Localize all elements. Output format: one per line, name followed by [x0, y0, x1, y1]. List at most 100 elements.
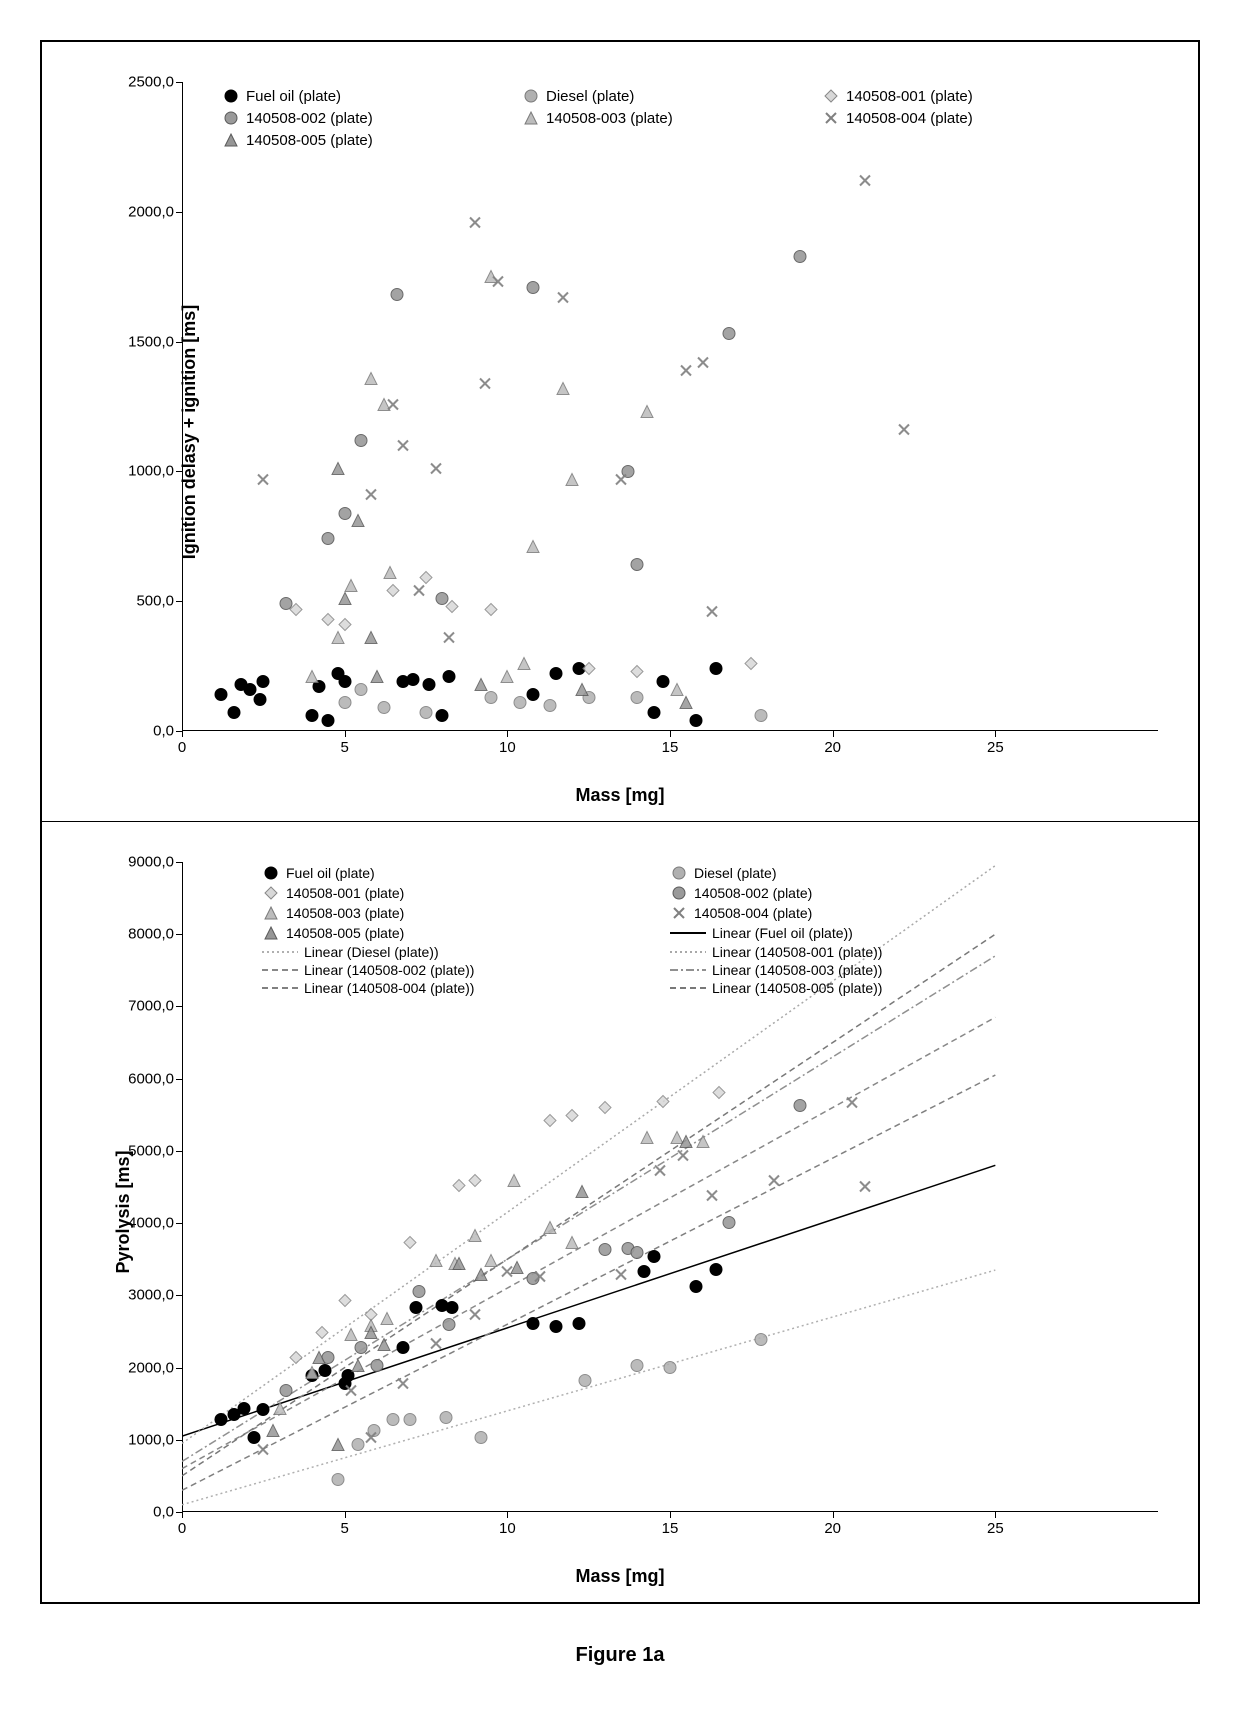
data-point [256, 1443, 270, 1462]
data-point [370, 1358, 384, 1377]
y-tick-label: 8000,0 [128, 926, 174, 943]
y-tick-label: 4000,0 [128, 1215, 174, 1232]
data-point [354, 683, 368, 702]
y-tick-label: 9000,0 [128, 854, 174, 871]
legend-line-icon [262, 980, 298, 996]
data-point [305, 670, 319, 689]
axis-left-a [182, 82, 183, 731]
y-tick-label: 500,0 [136, 593, 174, 610]
data-point [256, 1403, 270, 1422]
data-point [500, 1264, 514, 1283]
data-point [549, 1319, 563, 1338]
data-point [582, 662, 596, 681]
data-point [315, 1326, 329, 1345]
data-point [409, 1300, 423, 1319]
data-point [396, 675, 410, 694]
x-tick-label: 25 [987, 739, 1004, 756]
legend-marker-icon [262, 924, 280, 942]
y-tick-label: 2000,0 [128, 1359, 174, 1376]
data-point [556, 381, 570, 400]
legend-item-line: Linear (140508-003 (plate)) [670, 962, 1070, 978]
x-tick-label: 10 [499, 739, 516, 756]
y-tick-label: 7000,0 [128, 998, 174, 1015]
data-point [383, 566, 397, 585]
data-point [630, 1358, 644, 1377]
legend-marker-icon [222, 87, 240, 105]
data-point [419, 571, 433, 590]
data-point [556, 291, 570, 310]
data-point [630, 690, 644, 709]
data-point [705, 1188, 719, 1207]
y-tick-label: 6000,0 [128, 1070, 174, 1087]
legend-line-label: Linear (Diesel (plate)) [304, 944, 439, 960]
data-point [474, 1268, 488, 1287]
data-point [386, 1412, 400, 1431]
legend-item-line: Linear (140508-004 (plate)) [262, 980, 662, 996]
data-point [709, 662, 723, 681]
y-tick-label: 2000,0 [128, 203, 174, 220]
x-tick-label: 20 [824, 1520, 841, 1537]
trendline [182, 1165, 995, 1436]
data-point [377, 701, 391, 720]
data-point [412, 584, 426, 603]
data-point [670, 1131, 684, 1150]
legend-label: Diesel (plate) [694, 865, 776, 881]
data-point [468, 215, 482, 234]
trendline [182, 956, 995, 1462]
legend-label: 140508-002 (plate) [694, 885, 812, 901]
legend-label: Diesel (plate) [546, 88, 634, 105]
data-point [396, 439, 410, 458]
legend-label: 140508-001 (plate) [846, 88, 973, 105]
data-point [364, 1430, 378, 1449]
data-point [526, 1271, 540, 1290]
data-point [705, 605, 719, 624]
data-point [565, 1109, 579, 1128]
trendline [182, 1075, 995, 1490]
data-point [344, 1383, 358, 1402]
y-tick-label: 1000,0 [128, 1431, 174, 1448]
data-point [533, 1270, 547, 1289]
legend-label: 140508-004 (plate) [694, 905, 812, 921]
data-point [403, 1235, 417, 1254]
legend-item: 140508-003 (plate) [262, 904, 662, 922]
data-point [364, 1326, 378, 1345]
data-point [793, 249, 807, 268]
data-point [429, 462, 443, 481]
data-point [367, 1423, 381, 1442]
data-point [679, 1134, 693, 1153]
x-tick-label: 0 [178, 1520, 186, 1537]
trendline [182, 934, 995, 1476]
data-point [614, 1268, 628, 1287]
data-point [273, 1401, 287, 1420]
data-point [526, 540, 540, 559]
data-point [338, 506, 352, 525]
legend-item: 140508-002 (plate) [222, 109, 502, 127]
data-point [396, 1340, 410, 1359]
data-point [670, 683, 684, 702]
data-point [227, 1407, 241, 1426]
data-point [468, 1228, 482, 1247]
data-point [386, 584, 400, 603]
data-point [351, 1438, 365, 1457]
data-point [526, 1316, 540, 1335]
data-point [630, 1245, 644, 1264]
data-point [793, 1098, 807, 1117]
legend-label: Fuel oil (plate) [286, 865, 375, 881]
data-point [396, 1376, 410, 1395]
data-point [676, 1149, 690, 1168]
x-tick-label: 25 [987, 1520, 1004, 1537]
data-point [897, 423, 911, 442]
data-point [484, 1253, 498, 1272]
data-point [712, 1086, 726, 1105]
data-point [507, 1174, 521, 1193]
data-point [351, 1358, 365, 1377]
legend-marker-icon [822, 109, 840, 127]
data-point [582, 690, 596, 709]
data-point [640, 405, 654, 424]
legend-marker-icon [222, 131, 240, 149]
data-point [491, 275, 505, 294]
data-point [344, 579, 358, 598]
legend-line-icon [670, 962, 706, 978]
y-tick-label: 5000,0 [128, 1142, 174, 1159]
legend-marker-icon [670, 884, 688, 902]
